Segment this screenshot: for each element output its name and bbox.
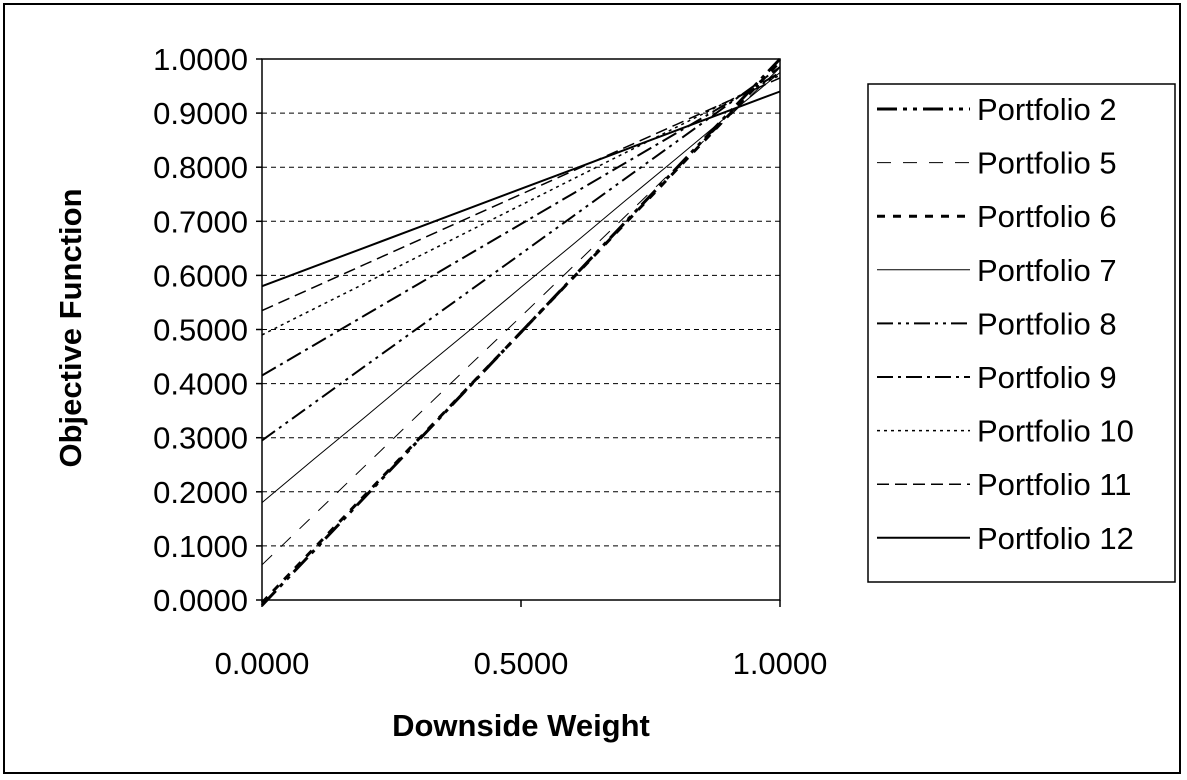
y-tick-label: 0.0000 xyxy=(153,583,248,618)
y-tick-label: 0.5000 xyxy=(153,313,248,348)
series-line-portfolio-12 xyxy=(261,90,781,288)
series-line-portfolio-6 xyxy=(260,60,782,604)
legend-box xyxy=(867,83,1176,583)
legend-label: Portfolio 7 xyxy=(977,253,1117,288)
legend: Portfolio 2 Portfolio 5 Portfolio 6 Portfol… xyxy=(867,83,1176,583)
y-tick-labels: 0.0000 0.1000 0.2000 0.3000 0.4000 0.5000 0.60… xyxy=(153,42,262,618)
x-tick-labels: 0.0000 0.5000 1.0000 xyxy=(215,600,828,681)
series-line-portfolio-7 xyxy=(261,72,781,503)
y-tick-label: 0.1000 xyxy=(153,529,248,564)
y-axis-title: Objective Function xyxy=(53,188,88,467)
legend-label: Portfolio 12 xyxy=(977,521,1134,556)
line-chart: 0.0000 0.1000 0.2000 0.3000 0.4000 0.5000 0.60… xyxy=(53,42,1176,743)
series-line-portfolio-8 xyxy=(261,66,781,442)
y-tick-label: 1.0000 xyxy=(153,42,248,77)
series-line-portfolio-5 xyxy=(261,67,781,566)
legend-label: Portfolio 11 xyxy=(977,467,1132,502)
legend-label: Portfolio 2 xyxy=(977,92,1117,127)
y-tick-label: 0.9000 xyxy=(153,96,248,131)
x-tick-label: 0.5000 xyxy=(474,646,569,681)
legend-label: Portfolio 10 xyxy=(977,414,1134,449)
chart-frame: 0.0000 0.1000 0.2000 0.3000 0.4000 0.5000 0.60… xyxy=(3,3,1181,774)
x-tick-label: 1.0000 xyxy=(733,646,828,681)
x-axis-title: Downside Weight xyxy=(392,708,650,743)
x-tick-label: 0.0000 xyxy=(215,646,310,681)
y-tick-label: 0.7000 xyxy=(153,204,248,239)
series-line-portfolio-11 xyxy=(261,77,781,312)
series-line-portfolio-10 xyxy=(261,74,781,336)
legend-label: Portfolio 8 xyxy=(977,306,1117,341)
y-tick-label: 0.6000 xyxy=(153,258,248,293)
y-tick-label: 0.3000 xyxy=(153,421,248,456)
legend-label: Portfolio 5 xyxy=(977,146,1117,181)
y-tick-label: 0.8000 xyxy=(153,150,248,185)
legend-label: Portfolio 9 xyxy=(977,360,1117,395)
y-tick-label: 0.2000 xyxy=(153,475,248,510)
legend-label: Portfolio 6 xyxy=(977,199,1117,234)
series-lines xyxy=(260,57,782,607)
y-tick-label: 0.4000 xyxy=(153,367,248,402)
